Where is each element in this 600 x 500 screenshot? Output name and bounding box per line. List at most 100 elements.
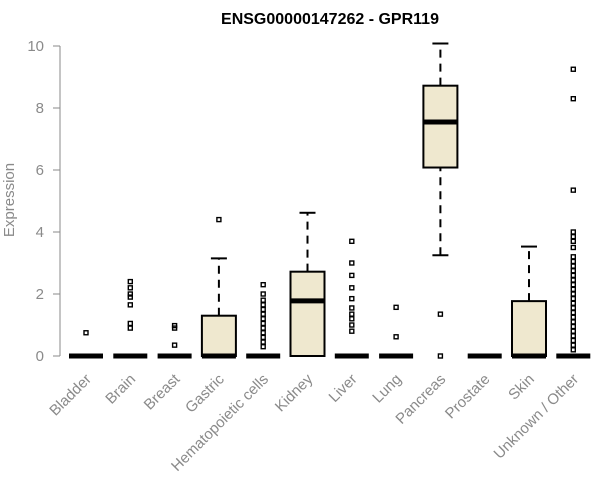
outlier-point <box>570 333 576 339</box>
y-axis-label: Expression <box>1 163 18 237</box>
y-tick-label: 10 <box>27 38 44 55</box>
outlier-point <box>570 337 576 344</box>
x-tick-label: Brain <box>102 371 139 408</box>
outlier-point <box>570 272 576 279</box>
x-tick-label: Unknown / Other <box>491 371 583 463</box>
outlier-point <box>570 342 576 348</box>
outlier-point <box>349 311 355 317</box>
outlier-point <box>393 334 399 340</box>
box-brain <box>113 278 148 359</box>
box-lung <box>379 304 414 359</box>
outlier-point <box>349 285 355 291</box>
outlier-point <box>83 330 89 336</box>
x-tick-label: Skin <box>505 371 538 404</box>
outlier-point <box>127 294 134 300</box>
x-tick-label: Prostate <box>442 371 494 423</box>
outlier-point <box>260 311 266 317</box>
outlier-point <box>260 297 266 303</box>
outlier-point <box>570 258 576 265</box>
outlier-point <box>570 328 576 334</box>
outlier-point <box>570 277 576 283</box>
outlier-point <box>171 322 178 329</box>
outlier-point <box>260 339 266 345</box>
outlier-point <box>570 347 576 353</box>
outlier-point <box>127 320 134 327</box>
iqr-box <box>289 270 326 357</box>
x-tick-label: Kidney <box>272 370 317 415</box>
x-tick-label: Bladder <box>46 371 95 420</box>
box-kidney <box>289 211 326 357</box>
outlier-point <box>570 233 576 240</box>
outlier-point <box>349 316 355 322</box>
outlier-point <box>437 311 444 317</box>
iqr-box <box>200 314 237 358</box>
outlier-point <box>393 304 399 311</box>
iqr-box <box>422 84 459 169</box>
box-breast <box>157 322 192 359</box>
outlier-point <box>127 325 134 331</box>
y-tick-label: 6 <box>36 162 44 179</box>
outlier-point <box>260 302 266 308</box>
outlier-point <box>349 322 355 328</box>
outlier-point <box>570 300 576 306</box>
outlier-point <box>570 305 576 311</box>
y-tick-label: 2 <box>36 286 44 303</box>
box-liver <box>334 238 369 359</box>
outlier-point <box>570 286 576 293</box>
y-tick-label: 4 <box>36 224 44 241</box>
outlier-point <box>570 238 576 245</box>
outlier-point <box>570 95 576 102</box>
box-pancreas <box>422 42 459 359</box>
outlier-point <box>570 66 576 72</box>
outlier-point <box>570 268 576 274</box>
outlier-point <box>349 295 355 302</box>
outlier-point <box>570 244 576 251</box>
outlier-point <box>127 302 134 308</box>
outlier-point <box>260 306 266 313</box>
outlier-point <box>127 278 134 285</box>
outlier-point <box>349 328 355 334</box>
y-axis-ticks: 0 2 4 6 8 10 <box>27 38 60 365</box>
outlier-point <box>260 316 266 322</box>
outlier-point <box>570 309 576 316</box>
outlier-point <box>570 187 576 193</box>
y-tick-label: 8 <box>36 100 44 117</box>
x-tick-label: Liver <box>326 371 361 406</box>
outlier-point <box>570 254 576 260</box>
box-hematopoietic-cells <box>246 282 281 359</box>
outlier-point <box>260 344 266 350</box>
outlier-point <box>127 285 134 291</box>
outlier-point <box>260 334 266 341</box>
y-tick-label: 0 <box>36 348 44 365</box>
chart-title: ENSG00000147262 - GPR119 <box>221 11 439 28</box>
x-tick-label: Breast <box>141 370 184 413</box>
outlier-point <box>349 305 355 311</box>
outlier-point <box>260 320 266 327</box>
x-tick-label: Lung <box>369 371 405 407</box>
outlier-point <box>171 342 178 348</box>
outlier-point <box>260 291 266 297</box>
outlier-point <box>570 319 576 325</box>
iqr-box <box>511 300 547 358</box>
outlier-point <box>570 295 576 302</box>
outlier-point <box>570 323 576 330</box>
outlier-point <box>260 330 266 336</box>
outlier-point <box>260 282 266 288</box>
outlier-point <box>349 238 355 245</box>
outlier-point <box>570 314 576 320</box>
outlier-point <box>570 263 576 269</box>
outlier-point <box>570 229 576 235</box>
boxes-layer <box>69 42 591 359</box>
outlier-point <box>349 260 355 266</box>
box-unknown-other <box>556 66 591 359</box>
outlier-point <box>349 272 355 279</box>
box-gastric <box>200 216 237 359</box>
outlier-point <box>570 282 576 288</box>
outlier-point <box>260 325 266 331</box>
box-bladder <box>69 330 103 359</box>
outlier-point <box>127 291 134 297</box>
outlier-point <box>570 291 576 297</box>
box-skin <box>511 245 547 359</box>
